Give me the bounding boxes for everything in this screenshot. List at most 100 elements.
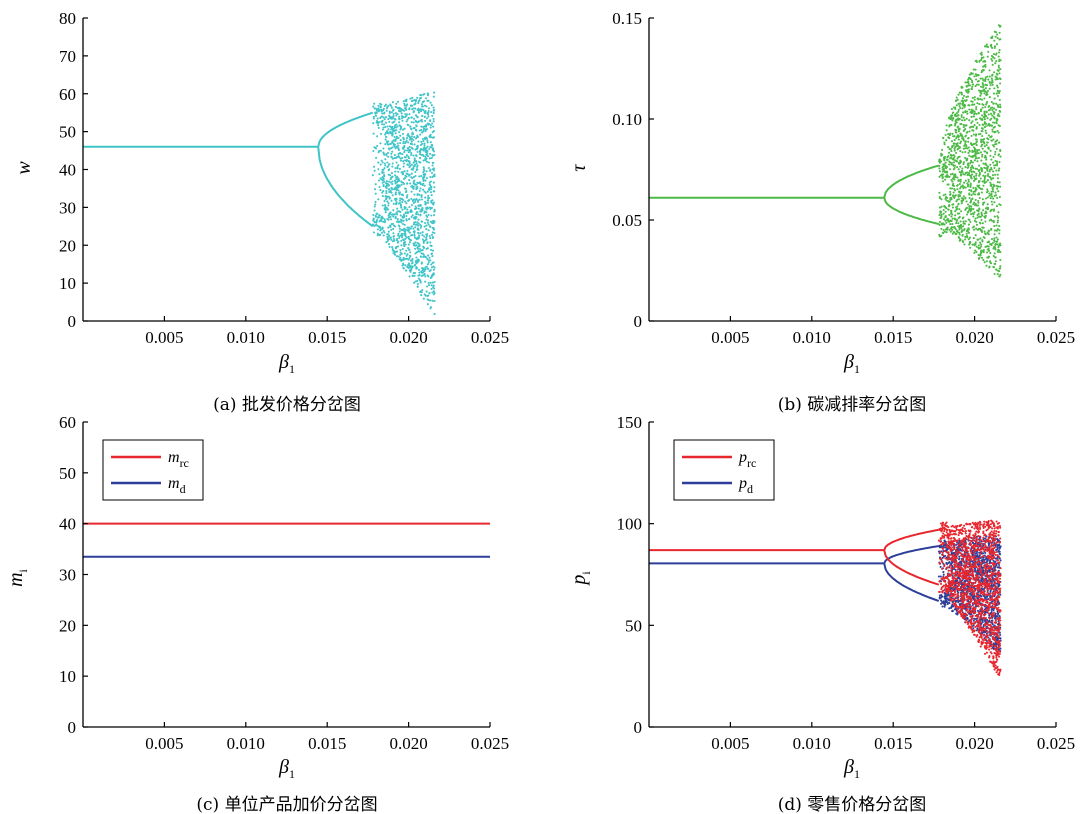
chaos-point: [394, 132, 397, 135]
chaos-point: [998, 98, 1001, 102]
y-axis-label-c-sub: i: [16, 568, 30, 572]
chaos-point: [410, 225, 413, 228]
y-tick-label-b: 0: [634, 312, 643, 331]
chaos-point: [955, 112, 958, 115]
chaos-point: [987, 134, 990, 137]
chaos-point: [991, 241, 994, 245]
chaos-point: [980, 92, 983, 95]
chaos-point: [410, 121, 413, 124]
y-tick-label-c: 0: [68, 718, 77, 737]
chaos-point: [948, 125, 951, 128]
chaos-point: [956, 608, 959, 611]
chaos-point: [423, 184, 426, 187]
chaos-point: [390, 228, 393, 231]
chaos-point: [393, 145, 396, 148]
chaos-point: [999, 593, 1002, 596]
chaos-point: [946, 183, 949, 186]
chaos-point: [973, 96, 976, 99]
chaos-point: [988, 192, 991, 195]
chaos-point: [967, 140, 970, 143]
chaos-point: [425, 105, 428, 108]
chaos-point: [405, 202, 408, 205]
chaos-point: [414, 148, 417, 151]
chaos-point: [433, 186, 436, 189]
chaos-point: [383, 218, 386, 221]
chaos-point: [996, 612, 999, 615]
chaos-point: [953, 147, 956, 150]
chaos-point: [397, 240, 400, 243]
chaos-point: [950, 227, 953, 230]
chaos-point: [405, 139, 408, 142]
chaos-point: [422, 149, 425, 152]
chaos-point: [961, 135, 964, 138]
chaos-point: [963, 103, 966, 106]
chaos-point: [965, 561, 968, 564]
chaos-point: [432, 286, 435, 289]
chaos-point: [944, 210, 947, 213]
chaos-point: [955, 131, 958, 134]
chaos-point: [975, 227, 978, 230]
chaos-point: [430, 206, 433, 209]
chaos-point: [978, 184, 981, 187]
chaos-point: [425, 233, 428, 236]
chaos-point: [405, 190, 408, 193]
chaos-point: [994, 45, 997, 48]
chaos-point: [960, 190, 963, 193]
chaos-point: [382, 116, 385, 119]
chaos-point: [389, 189, 392, 192]
chaos-point: [385, 184, 388, 187]
chaos-point: [427, 213, 430, 216]
chaos-point: [423, 147, 426, 150]
chaos-point: [408, 162, 411, 165]
chaos-point: [391, 240, 395, 243]
chaos-point: [429, 176, 432, 179]
chaos-point: [957, 162, 960, 165]
chaos-point: [419, 281, 422, 284]
chaos-point: [985, 644, 988, 647]
chaos-point: [958, 236, 961, 239]
chaos-point: [408, 256, 411, 259]
chaos-point: [430, 104, 433, 107]
chaos-point: [997, 66, 1000, 69]
chaos-point: [405, 120, 408, 123]
chaos-point: [965, 235, 969, 238]
chaos-point: [421, 137, 424, 141]
chaos-point: [996, 37, 999, 40]
chaos-point: [970, 170, 973, 173]
chaos-point: [381, 217, 384, 220]
chaos-point: [964, 135, 967, 138]
chaos-point: [964, 147, 967, 150]
chaos-point: [409, 148, 412, 151]
chaos-point: [962, 129, 965, 132]
chaos-point: [994, 597, 997, 600]
chaos-point: [420, 198, 424, 201]
chaos-point: [994, 585, 997, 588]
chaos-point: [420, 291, 423, 294]
chaos-point: [996, 187, 999, 190]
chaos-point: [978, 148, 981, 152]
y-tick-label-b: 0.05: [612, 211, 642, 230]
chaos-point: [991, 623, 994, 626]
chaos-point: [996, 177, 1000, 180]
chaos-point: [387, 216, 391, 219]
x-tick-label-b: 0.015: [874, 328, 912, 347]
chaos-point: [989, 210, 992, 213]
chaos-point: [408, 138, 412, 141]
chaos-point: [954, 214, 957, 217]
chaos-point: [378, 173, 381, 176]
chaos-point: [966, 147, 969, 150]
x-tick-label-a: 0.005: [145, 328, 183, 347]
chaos-point: [985, 93, 988, 96]
chaos-point: [976, 184, 979, 187]
plot-area-a: [83, 91, 436, 316]
chaos-point: [431, 299, 434, 302]
chaos-point: [426, 112, 429, 115]
chaos-point: [387, 208, 390, 211]
chaos-point: [943, 230, 946, 233]
chaos-point: [968, 84, 972, 87]
chaos-point: [980, 559, 983, 562]
chaos-point: [983, 122, 986, 125]
chaos-point: [379, 102, 382, 105]
chaos-point: [992, 155, 995, 159]
